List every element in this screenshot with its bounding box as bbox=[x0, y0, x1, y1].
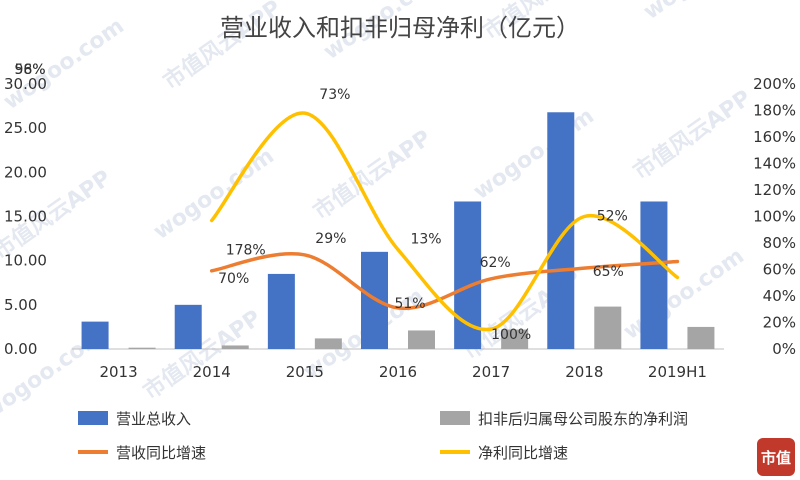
data-label: 29% bbox=[315, 231, 346, 247]
net-profit-bar bbox=[128, 347, 156, 349]
data-label: 73% bbox=[319, 87, 350, 103]
legend-label: 营业总收入 bbox=[116, 410, 191, 428]
net-profit-bar bbox=[221, 345, 249, 349]
revenue-bar bbox=[547, 112, 575, 350]
watermark-text: wogoo.com bbox=[639, 0, 769, 25]
watermark-text: 市值风云APP bbox=[139, 305, 266, 405]
profit-growth-line bbox=[209, 111, 680, 332]
right-axis-tick-label: 0% bbox=[772, 340, 796, 358]
data-label: 100% bbox=[491, 327, 531, 343]
right-axis-tick-label: 140% bbox=[753, 155, 796, 173]
left-axis-tick-label: 20.00 bbox=[4, 163, 47, 181]
revenue-bar bbox=[640, 201, 668, 349]
data-label: 62% bbox=[480, 255, 511, 271]
x-axis-tick-label: 2017 bbox=[472, 363, 510, 381]
net-profit-bar bbox=[314, 338, 342, 349]
right-axis-tick-label: 80% bbox=[763, 234, 796, 252]
brand-logo: 市值 bbox=[757, 438, 795, 476]
legend-swatch bbox=[78, 411, 108, 425]
data-label: 13% bbox=[410, 232, 441, 248]
data-label: 178% bbox=[226, 242, 266, 258]
legend-label: 营收同比增速 bbox=[116, 444, 206, 462]
lines-layer bbox=[209, 111, 680, 332]
bars-layer bbox=[81, 112, 715, 350]
left-axis-tick-label: 30.00 bbox=[4, 75, 47, 93]
revenue-bar bbox=[174, 304, 202, 349]
right-axis-tick-label: 160% bbox=[753, 128, 796, 146]
right-axis-tick-label: 100% bbox=[753, 208, 796, 226]
legend-label: 扣非后归属母公司股东的净利润 bbox=[478, 410, 688, 428]
data-labels-layer: 178% 70% 73% 29% 13% 51% 62% 100% 52% 65% 96%58% bbox=[14, 62, 627, 343]
net-profit-bar bbox=[501, 329, 529, 349]
left-axis-tick-label: 25.00 bbox=[4, 119, 47, 137]
watermark-text: wogoo.com bbox=[149, 144, 279, 245]
x-axis-tick-label: 2014 bbox=[193, 363, 231, 381]
right-axis-tick-label: 200% bbox=[753, 75, 796, 93]
x-axis-tick-label: 2016 bbox=[379, 363, 417, 381]
net-profit-bar bbox=[687, 326, 715, 349]
left-axis-tick-label: 5.00 bbox=[4, 296, 37, 314]
logo-badge bbox=[757, 438, 795, 476]
left-axis-tick-label: 10.00 bbox=[4, 252, 47, 270]
right-axis-tick-label: 60% bbox=[763, 261, 796, 279]
revenue-bar bbox=[81, 321, 109, 349]
chart-title: 营业收入和扣非归母净利（亿元） bbox=[220, 14, 580, 42]
net-profit-bar bbox=[408, 330, 435, 349]
left-axis-tick-label: 15.00 bbox=[4, 208, 47, 226]
axes-layer: 0.00 5.00 10.00 15.00 20.00 25.00 30.00 0% 20% 40… bbox=[4, 75, 796, 381]
logo-text: 市值 bbox=[761, 449, 791, 467]
x-axis-tick-label: 2019H1 bbox=[648, 363, 707, 381]
data-label: 58% bbox=[14, 62, 45, 78]
watermark-text: wogoo.com bbox=[619, 244, 749, 345]
watermark-text: 市值风云APP bbox=[629, 85, 756, 185]
data-label: 70% bbox=[218, 271, 249, 287]
x-axis-tick-label: 2013 bbox=[99, 363, 137, 381]
data-label: 65% bbox=[593, 264, 624, 280]
left-axis-tick-label: 0.00 bbox=[4, 340, 37, 358]
data-label: 52% bbox=[597, 209, 628, 225]
x-axis-tick-label: 2015 bbox=[286, 363, 324, 381]
right-axis-tick-label: 20% bbox=[763, 314, 796, 332]
x-axis-tick-label: 2018 bbox=[565, 363, 603, 381]
legend-swatch bbox=[440, 411, 470, 425]
legend-label: 净利同比增速 bbox=[478, 444, 568, 462]
right-axis-tick-label: 180% bbox=[753, 102, 796, 120]
revenue-bar bbox=[267, 273, 295, 349]
data-label: 96% bbox=[14, 62, 45, 78]
data-label: 51% bbox=[394, 296, 425, 312]
watermark-text: wogoo.com bbox=[469, 104, 599, 205]
right-axis-tick-label: 120% bbox=[753, 181, 796, 199]
right-axis-tick-label: 40% bbox=[763, 287, 796, 305]
net-profit-bar bbox=[594, 306, 622, 349]
